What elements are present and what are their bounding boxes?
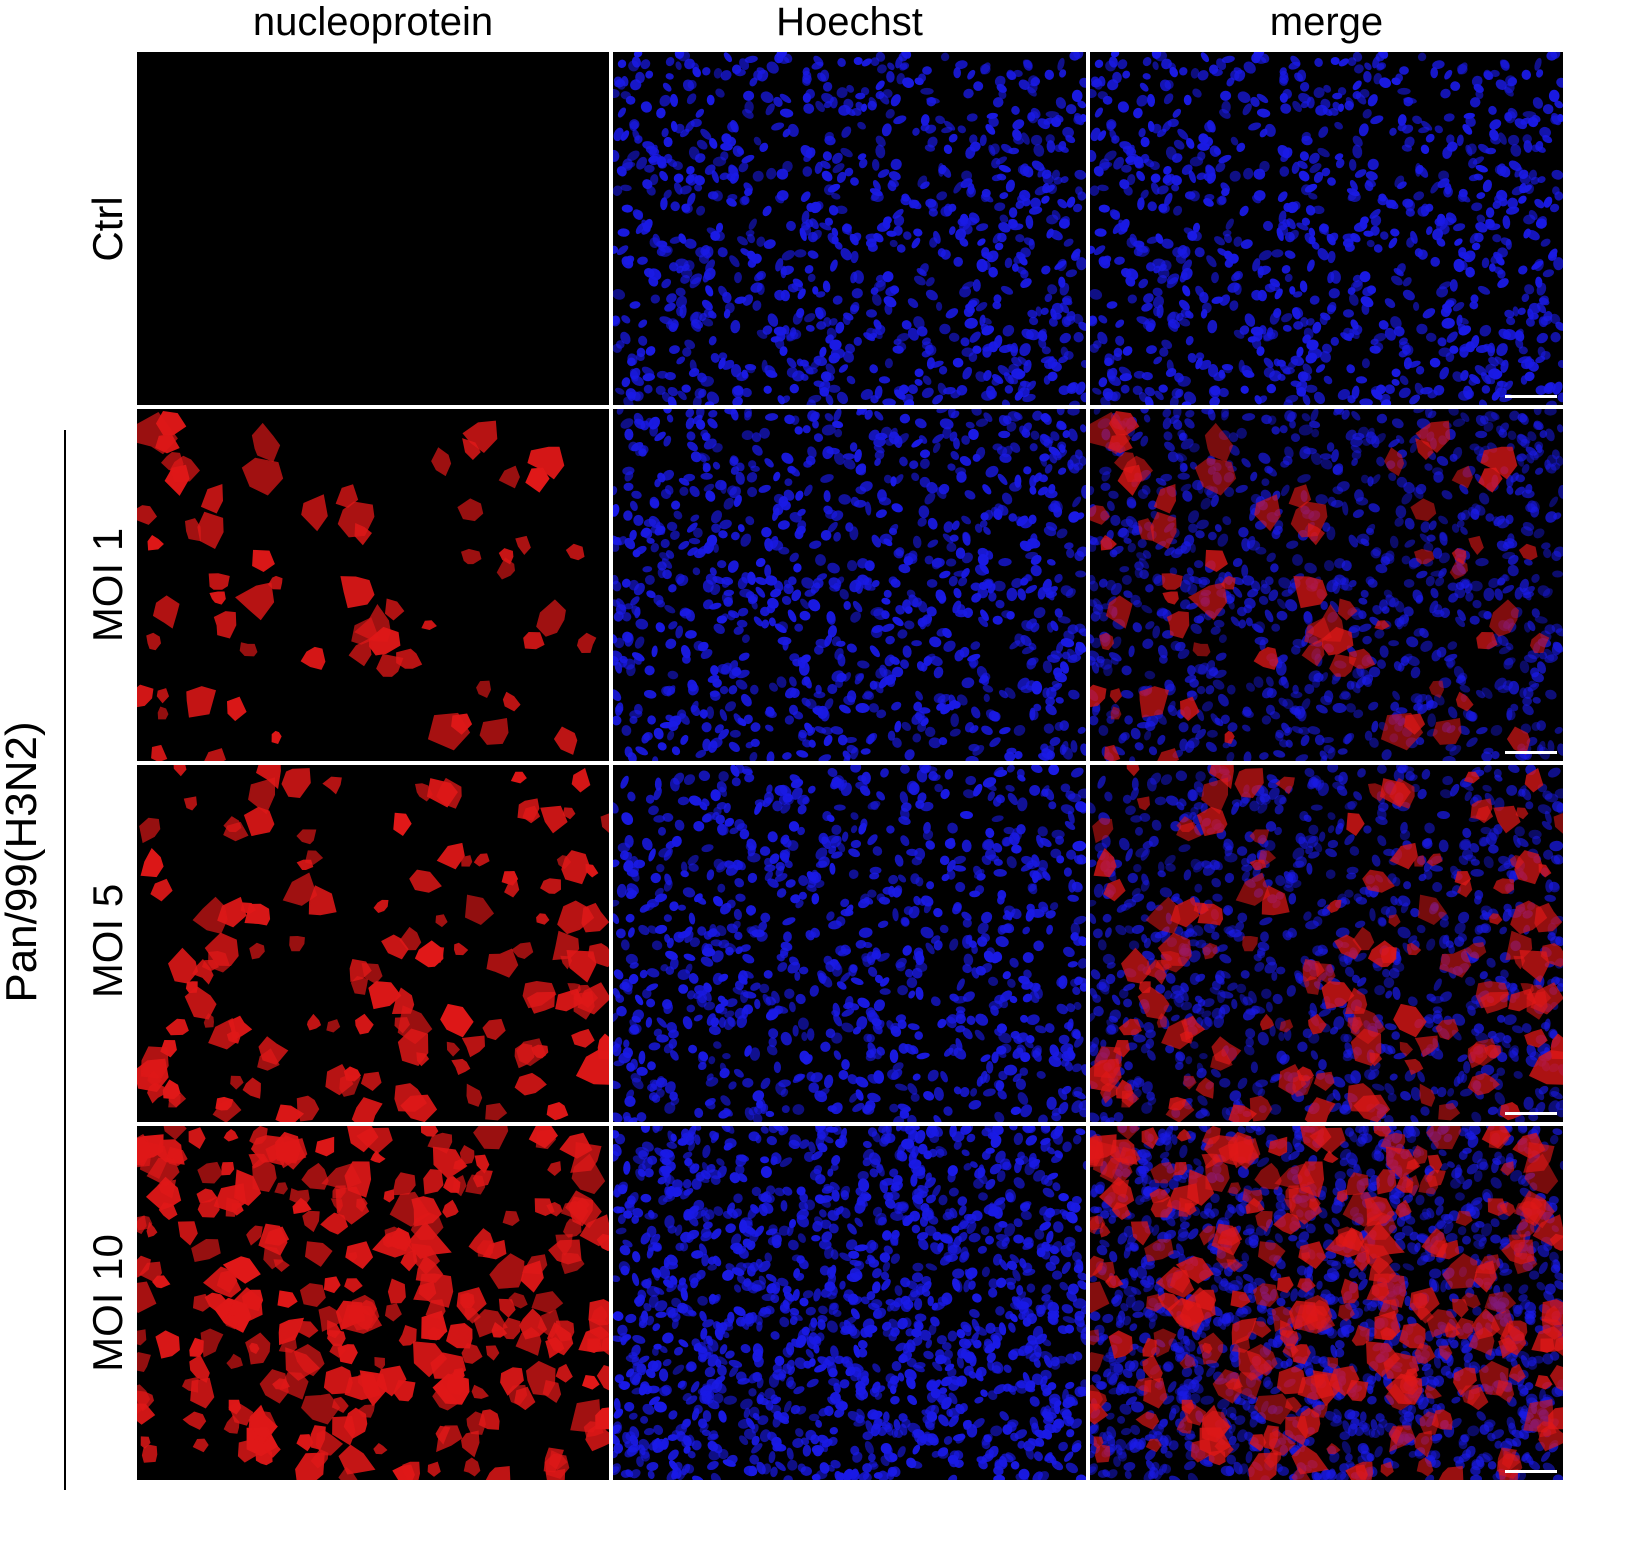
panel-moi-1-nucleoprotein bbox=[137, 409, 609, 761]
panel-ctrl-nucleoprotein bbox=[137, 52, 609, 405]
panel-moi-10-nucleoprotein bbox=[137, 1126, 609, 1480]
row-label-moi-5: MOI 5 bbox=[84, 883, 131, 999]
panel-moi-10-merge bbox=[1090, 1126, 1563, 1480]
scale-bar-moi-10 bbox=[1505, 1470, 1557, 1473]
scale-bar-moi-1 bbox=[1505, 751, 1557, 754]
panel-ctrl-merge bbox=[1090, 52, 1563, 405]
panel-moi-10-hoechst bbox=[613, 1126, 1086, 1480]
panel-moi-5-hoechst bbox=[613, 765, 1086, 1122]
column-header-nucleoprotein: nucleoprotein bbox=[252, 0, 494, 44]
column-header-hoechst: Hoechst bbox=[776, 0, 923, 44]
panel-moi-5-merge bbox=[1090, 765, 1563, 1122]
row-label-ctrl: Ctrl bbox=[84, 196, 131, 262]
group-label-pan99-h3n2: Pan/99(H3N2) bbox=[0, 721, 46, 1003]
panel-moi-1-hoechst bbox=[613, 409, 1086, 761]
column-header-merge: merge bbox=[1269, 0, 1384, 44]
scale-bar-ctrl bbox=[1505, 395, 1557, 398]
row-label-moi-1: MOI 1 bbox=[84, 527, 131, 643]
scale-bar-moi-5 bbox=[1505, 1112, 1557, 1115]
row-label-moi-10: MOI 10 bbox=[84, 1234, 131, 1372]
panel-ctrl-hoechst bbox=[613, 52, 1086, 405]
panel-moi-5-nucleoprotein bbox=[137, 765, 609, 1122]
panel-moi-1-merge bbox=[1090, 409, 1563, 761]
group-bracket-line bbox=[64, 430, 66, 1490]
